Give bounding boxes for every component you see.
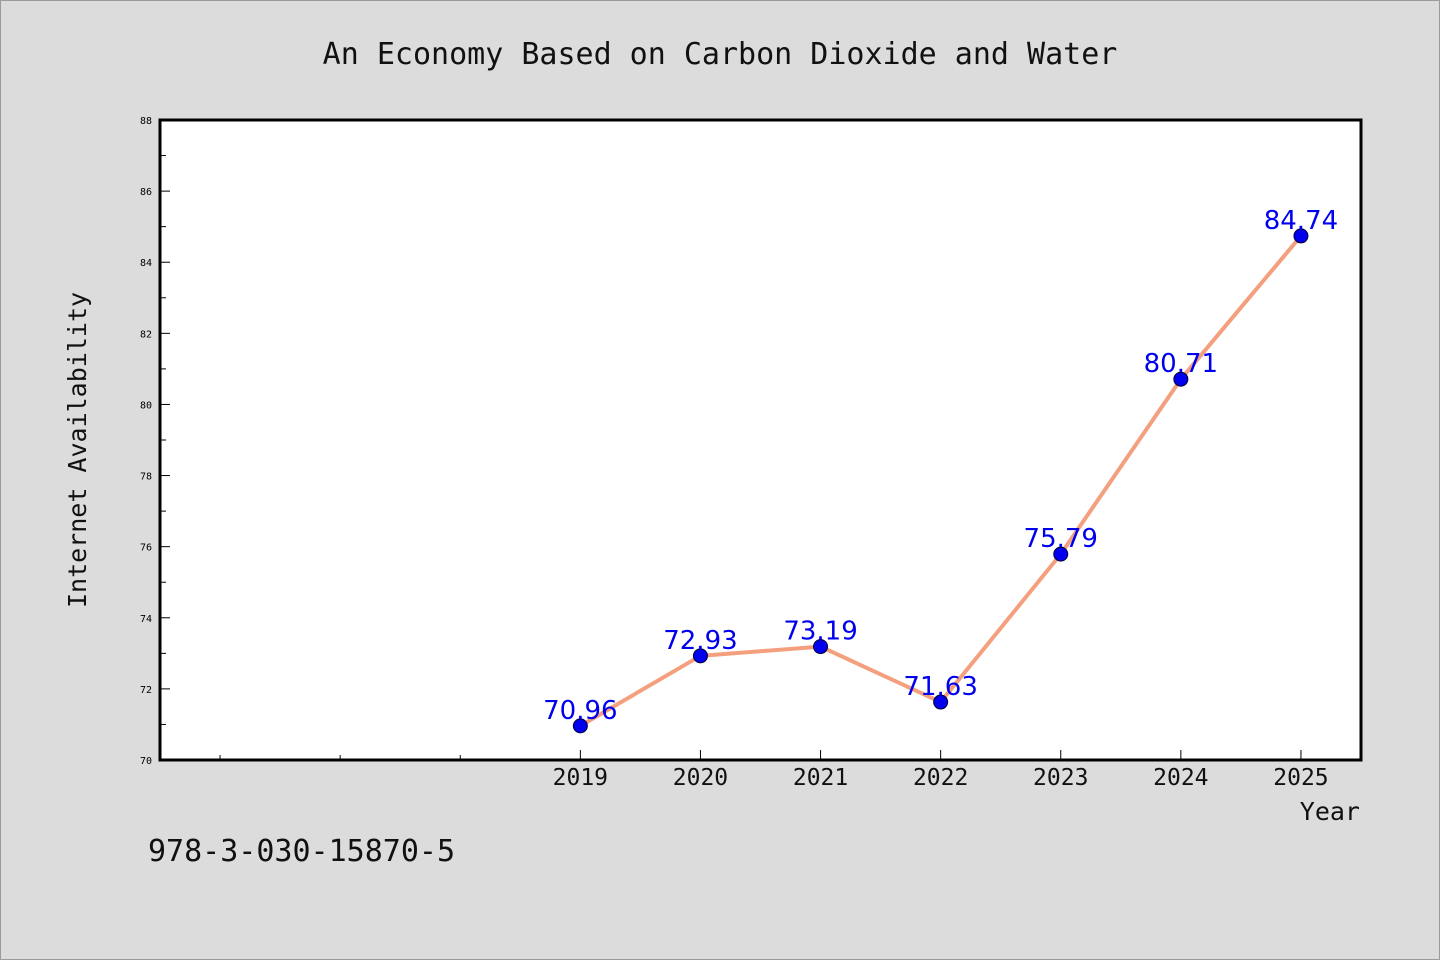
y-tick-label: 72	[140, 685, 152, 696]
data-label: 84.74	[1264, 206, 1338, 236]
plot-area	[158, 118, 1363, 762]
x-tick-label: 2019	[553, 765, 608, 791]
data-label: 75.79	[1024, 524, 1098, 554]
data-label: 80.71	[1144, 349, 1218, 379]
x-tick-label: 2022	[913, 765, 968, 791]
x-tick-label: 2025	[1273, 765, 1328, 791]
y-tick-label: 76	[140, 543, 152, 554]
y-tick-label: 70	[140, 756, 152, 767]
y-tick-label: 80	[140, 400, 152, 411]
data-label: 72.93	[663, 626, 737, 656]
x-tick-label: 2024	[1153, 765, 1208, 791]
y-tick-label: 88	[140, 116, 152, 127]
x-tick-label: 2021	[793, 765, 848, 791]
data-point	[1053, 546, 1069, 562]
data-point	[692, 648, 708, 664]
x-tick-label: 2020	[673, 765, 728, 791]
x-axis-label: Year	[1300, 797, 1360, 826]
series-layer: 70.96 72.93 73.19 71.63 75.79 80.71 84.74	[543, 206, 1338, 734]
data-point	[933, 694, 949, 710]
data-label: 73.19	[783, 617, 857, 647]
y-tick-label: 84	[140, 258, 152, 269]
isbn-text: 978-3-030-15870-5	[148, 834, 456, 869]
y-axis: 70 72 74 76 78 80 82 84 86 88	[140, 116, 170, 767]
data-label: 71.63	[903, 672, 977, 702]
y-tick-label: 82	[140, 329, 152, 340]
chart-title: An Economy Based on Carbon Dioxide and W…	[323, 37, 1118, 72]
x-axis: 2019 2020 2021 2022 2023 2024 2025	[219, 750, 1329, 791]
data-label: 70.96	[543, 696, 617, 726]
data-point	[1293, 228, 1309, 244]
data-point	[1173, 371, 1189, 387]
x-tick-label: 2023	[1033, 765, 1088, 791]
y-tick-label: 86	[140, 187, 152, 198]
data-point	[572, 718, 588, 734]
data-point	[813, 639, 829, 655]
y-axis-label: Internet Availability	[63, 292, 92, 608]
y-tick-label: 74	[140, 614, 152, 625]
y-tick-label: 78	[140, 472, 152, 483]
